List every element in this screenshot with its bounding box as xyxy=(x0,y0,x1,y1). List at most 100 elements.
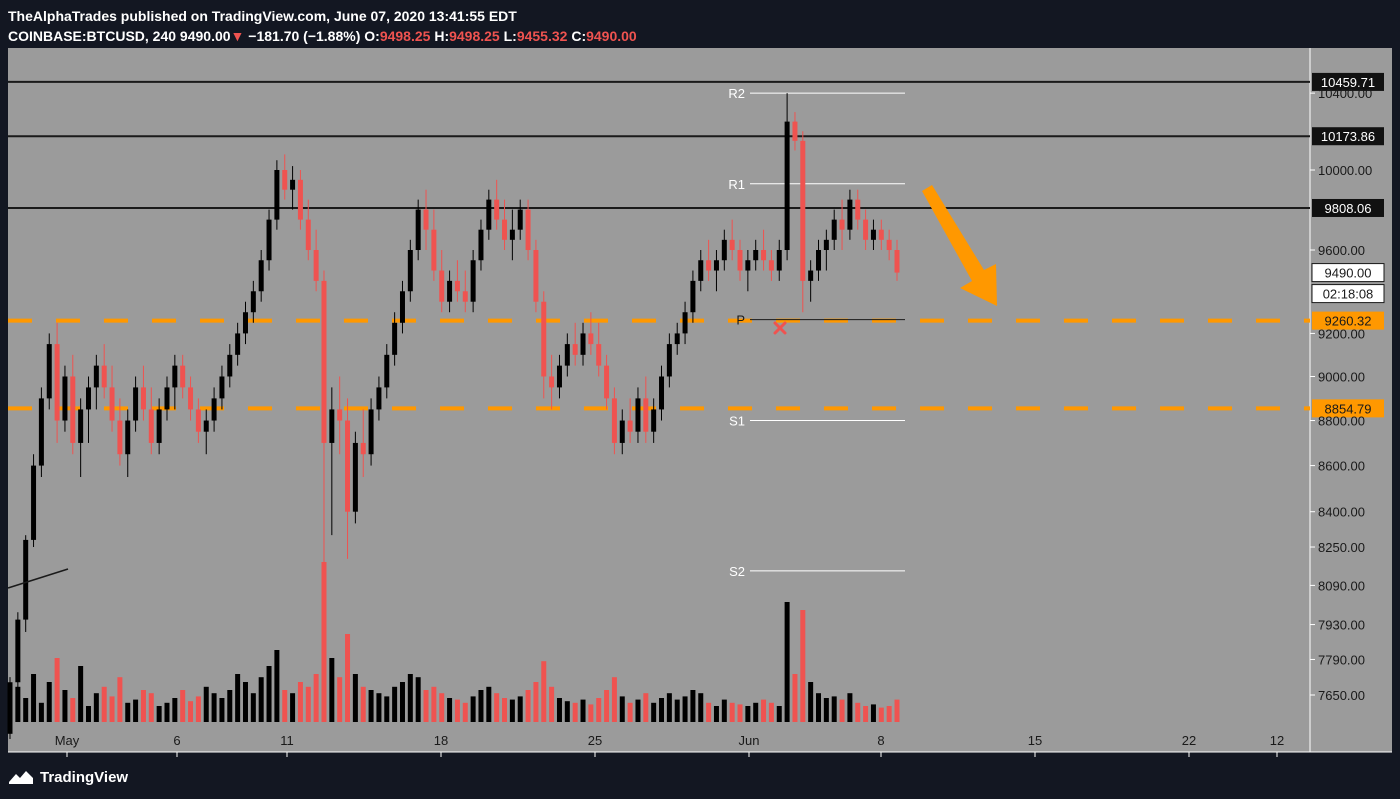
candle-body xyxy=(133,387,139,421)
volume-bar xyxy=(109,696,115,722)
volume-bar xyxy=(164,702,170,722)
volume-bar xyxy=(541,661,547,722)
pivot-label: P xyxy=(736,313,745,328)
volume-bar xyxy=(729,702,735,722)
trend-line[interactable] xyxy=(7,568,69,589)
volume-bar xyxy=(188,701,194,722)
volume-bar xyxy=(235,674,241,722)
candle-body xyxy=(784,121,790,251)
symbol-name: COINBASE:BTCUSD, 240 xyxy=(8,28,177,44)
volume-bar xyxy=(203,686,209,722)
candle-body xyxy=(870,229,876,240)
volume-bar xyxy=(549,686,555,722)
candle-body xyxy=(706,260,712,271)
horizontal-levels[interactable]: 10459.71 10173.86 9808.06 9260.32 8854.79 949… xyxy=(8,72,1385,418)
volume-bar xyxy=(768,702,774,722)
plot-area[interactable] xyxy=(8,48,1310,752)
candle-body xyxy=(713,260,719,271)
volume-bar xyxy=(431,686,437,722)
y-tick-label: 9200.00 xyxy=(1318,326,1365,341)
volume-bar xyxy=(85,706,91,722)
volume-bar xyxy=(847,693,853,722)
volume-bar xyxy=(305,686,311,722)
chart-header: TheAlphaTrades published on TradingView.… xyxy=(8,6,1388,46)
volume-bar xyxy=(502,698,508,722)
candle-body xyxy=(219,376,225,399)
volume-bar xyxy=(870,704,876,722)
footer-brand[interactable]: TradingView xyxy=(8,765,128,789)
x-tick-label: 15 xyxy=(1028,733,1042,748)
time-axis[interactable]: May 6 11 18 25 Jun 8 15 22 12 xyxy=(55,733,1285,757)
candle-body xyxy=(808,270,814,281)
candle-body xyxy=(31,465,37,540)
level-price-tag xyxy=(1312,72,1384,91)
price-axis[interactable]: 10400.00 10000.00 9600.00 9200.00 9000.00 880… xyxy=(1310,86,1372,703)
candle-body xyxy=(125,420,131,455)
candle-body xyxy=(321,280,327,443)
level-price-tag xyxy=(1312,399,1384,418)
candle-body xyxy=(604,365,610,399)
candle-body xyxy=(297,179,303,220)
volume-bar xyxy=(172,698,178,722)
volume-bar xyxy=(588,704,594,722)
pivot-points[interactable]: R2 R1 P S1 S2 xyxy=(728,86,905,579)
candle-body xyxy=(352,442,358,512)
last-price: 9490.00 xyxy=(179,28,231,44)
volume-bar xyxy=(392,686,398,722)
volume-bar xyxy=(486,686,492,722)
open-label: O: xyxy=(364,28,380,44)
candle-body xyxy=(7,682,13,734)
candle-body xyxy=(38,398,44,466)
volume-bar xyxy=(816,693,822,722)
candle-body xyxy=(93,365,99,388)
level-price-tag xyxy=(1312,198,1384,217)
candle-body xyxy=(556,365,562,388)
candle-body xyxy=(847,199,853,230)
volume-bar xyxy=(509,699,515,722)
level-price-tag xyxy=(1312,127,1384,146)
candle-body xyxy=(776,250,782,271)
candle-body xyxy=(502,219,508,240)
candle-body xyxy=(768,260,774,271)
volume-bar xyxy=(31,674,37,722)
volume-bar xyxy=(454,699,460,722)
volume-bar xyxy=(156,706,162,722)
volume-bar xyxy=(604,690,610,722)
volume-bar xyxy=(713,706,719,722)
price-change: −181.70 (−1.88%) xyxy=(248,28,361,44)
candle-body xyxy=(258,260,264,292)
candle-body xyxy=(360,442,366,455)
open-value: 9498.25 xyxy=(379,28,431,44)
candle-body xyxy=(164,387,170,410)
y-tick-label: 8250.00 xyxy=(1318,540,1365,555)
candle-body xyxy=(345,420,351,512)
candle-body xyxy=(541,301,547,377)
bearish-arrow-icon[interactable] xyxy=(922,185,997,306)
x-tick-label: 11 xyxy=(280,733,294,748)
volume-bar xyxy=(297,682,303,722)
volume-bar xyxy=(447,698,453,722)
volume-bar xyxy=(329,658,335,722)
volume-bar xyxy=(38,702,44,722)
volume-bar xyxy=(180,690,186,722)
candle-body xyxy=(792,121,798,141)
y-tick-label: 7930.00 xyxy=(1318,618,1365,633)
volume-bar xyxy=(894,699,900,722)
candlesticks xyxy=(7,93,900,740)
candle-body xyxy=(439,270,445,302)
countdown-tag xyxy=(1311,284,1385,304)
y-tick-label: 8400.00 xyxy=(1318,505,1365,520)
volume-bar xyxy=(784,602,790,722)
volume-bar xyxy=(855,702,861,722)
y-tick-label: 9600.00 xyxy=(1318,243,1365,258)
candle-body xyxy=(486,199,492,230)
candle-body xyxy=(274,170,280,220)
volume-bar xyxy=(478,690,484,722)
candle-body xyxy=(549,376,555,388)
annotations[interactable] xyxy=(7,185,997,589)
x-tick-label: 22 xyxy=(1182,733,1196,748)
candle-body xyxy=(70,376,76,443)
candle-body xyxy=(761,250,767,261)
x-tick-label: 18 xyxy=(434,733,448,748)
